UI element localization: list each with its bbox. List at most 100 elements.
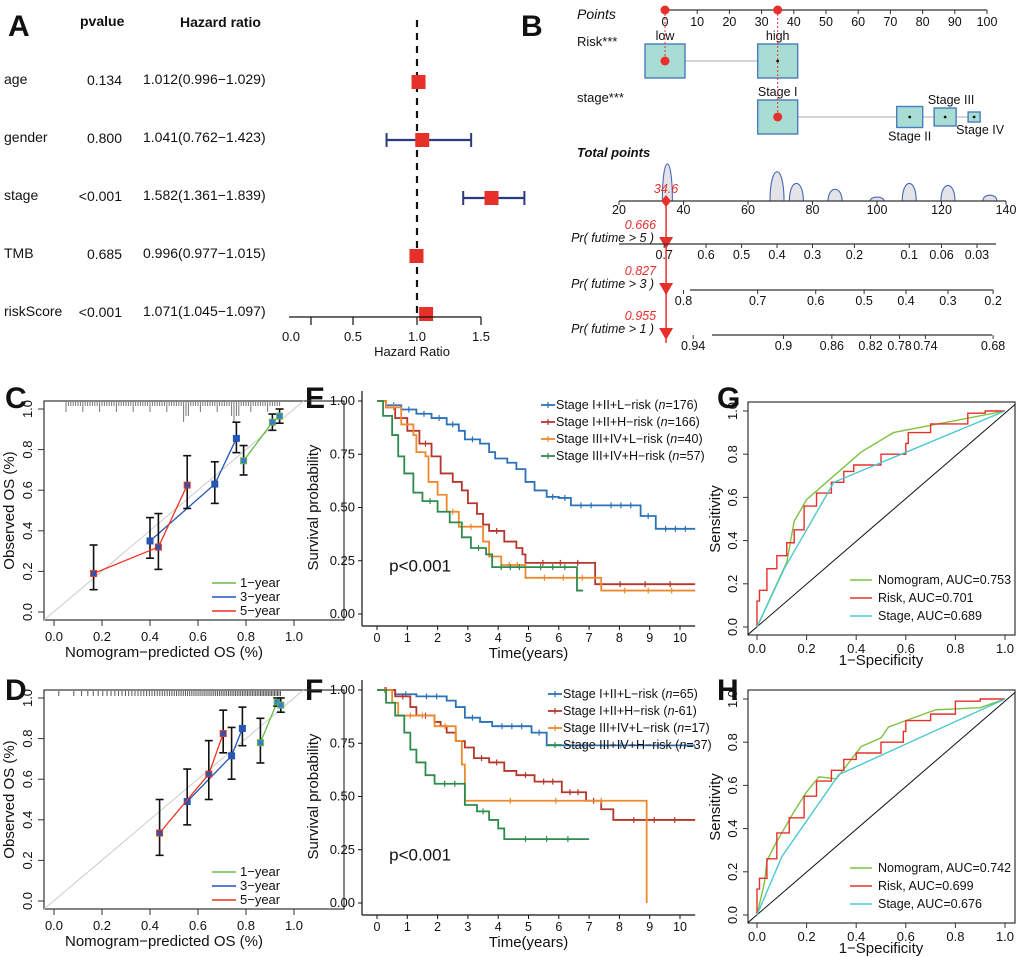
roc-series-risk: Risk, AUC=0.701 <box>756 410 1005 627</box>
y-axis-label: Survival probability <box>305 444 322 570</box>
points-tick-label: 60 <box>851 15 865 29</box>
x-tick-label: 0.0 <box>45 629 63 644</box>
km-series-0: Stage I+II+L−risk (n=176) <box>377 398 698 532</box>
row-hazard-ratio: 1.071(1.045−1.097) <box>143 303 266 319</box>
probability-marker <box>659 328 674 340</box>
y-tick-label: 0.4 <box>20 811 35 829</box>
legend-label: Stage I+II+L−risk (n=176) <box>556 398 698 412</box>
y-axis-label: Survival probability <box>305 733 322 859</box>
x-tick-label: 0.2 <box>93 629 111 644</box>
x-tick-label: 1 <box>404 920 411 934</box>
y-axis-label: Sensitivity <box>707 773 724 841</box>
km-series-2: Stage III+IV+L−risk (n=17) <box>377 687 710 903</box>
points-tick-label: 90 <box>948 15 962 29</box>
probability-row-2: Pr( futime > 3 )0.827 0.8 0.7 0.6 0.5 0.4 0.3 0… <box>571 264 1002 308</box>
data-point <box>154 543 162 551</box>
panel-label-g: G <box>717 382 740 415</box>
density-peak <box>901 182 917 202</box>
row-hazard-ratio: 1.012(0.996−1.029) <box>143 71 266 87</box>
x-tick-label: 0.4 <box>847 929 865 944</box>
probability-tick-label: 0.78 <box>887 339 911 353</box>
probability-tick-label: 0.74 <box>913 339 937 353</box>
points-label: Points <box>577 6 616 22</box>
selected-level-marker <box>773 112 783 122</box>
probability-label: Pr( futime > 3 ) <box>571 277 654 291</box>
data-point <box>240 457 248 465</box>
y-tick-label: 1.0 <box>725 690 740 708</box>
plot-frame <box>747 689 1016 924</box>
x-tick-label: 1.0 <box>996 929 1014 944</box>
x-tick-label: 2 <box>434 920 441 934</box>
x-tick-label: 1.0 <box>996 641 1014 656</box>
tick-label: 1.5 <box>472 329 490 344</box>
panel-label-d: D <box>5 674 27 707</box>
survival-curve <box>377 400 696 530</box>
x-tick-label: 0.8 <box>946 641 964 656</box>
x-tick-label: 6 <box>555 920 562 934</box>
probability-tick-label: 0.94 <box>681 339 705 353</box>
x-tick-label: 0 <box>374 920 381 934</box>
probability-tick-label: 0.86 <box>820 339 844 353</box>
survival-curve <box>377 689 590 840</box>
x-tick-label: 7 <box>586 920 593 934</box>
y-tick-label: 0.50 <box>330 789 355 804</box>
calibration-series-1: 3−year <box>183 706 281 893</box>
panel-label-e: E <box>305 382 325 415</box>
x-tick-label: 0.6 <box>189 629 207 644</box>
legend-label: Stage, AUC=0.689 <box>878 609 982 623</box>
probability-value: 0.955 <box>625 309 656 323</box>
level-label: Stage III <box>928 93 975 107</box>
calibration-series-0: 1−year <box>212 697 285 879</box>
rug <box>65 402 281 422</box>
x-axis: 0.0 0.5 1.0 1.5 Hazard Ratio <box>282 316 490 359</box>
data-point <box>183 481 191 489</box>
level-label: Stage I <box>758 85 798 99</box>
km-series-0: Stage I+II+L−risk (n=65) <box>377 687 698 749</box>
nomogram-variable-1: stage*** Stage I Stage II Stage III Stage IV <box>577 85 1005 144</box>
y-tick-label: 0.8 <box>20 441 35 459</box>
panel-label-c: C <box>5 382 27 415</box>
x-tick-label: 9 <box>646 920 653 934</box>
row-pvalue: <0.001 <box>79 188 122 204</box>
points-tick-label: 50 <box>819 15 833 29</box>
x-axis-label: Hazard Ratio <box>374 344 450 359</box>
data-point <box>183 798 191 806</box>
legend-label: Risk, AUC=0.699 <box>878 879 974 893</box>
level-dot <box>972 115 976 119</box>
row-label: TMB <box>4 245 34 261</box>
km-panel-f: 0 1 2 3 4 5 6 7 8 9 10 0.00 0.25 0.50 0.75 1.00 Time(yea… <box>305 680 712 951</box>
forest-row-riskscore: riskScore <0.001 1.071(1.045−1.097) <box>4 303 434 321</box>
row-pvalue: 0.134 <box>87 72 122 88</box>
level-dot <box>908 115 912 119</box>
probability-row-1: Pr( futime > 5 )0.666 0.7 0.6 0.5 0.4 0.3 0.2 0… <box>571 218 996 262</box>
y-tick-label: 0.4 <box>725 820 740 838</box>
roc-series-stage: Stage, AUC=0.676 <box>756 698 1006 916</box>
x-tick-label: 0.6 <box>189 918 207 933</box>
row-label: stage <box>4 187 38 203</box>
y-tick-label: 0.0 <box>20 892 35 910</box>
y-tick-label: 0.50 <box>330 500 355 515</box>
probability-label: Pr( futime > 1 ) <box>571 322 654 336</box>
tick-label: 0.5 <box>344 329 362 344</box>
probability-tick-label: 0.4 <box>897 294 914 308</box>
x-tick-label: 1.0 <box>285 629 303 644</box>
legend-label: Stage III+IV+H−risk (n=37) <box>563 738 712 752</box>
hazard-marker <box>409 249 424 263</box>
y-tick-label: 0.4 <box>20 522 35 540</box>
density-peak <box>788 182 804 202</box>
calibration-series-2: 5−year <box>89 454 281 618</box>
calibration-series-2: 5−year <box>155 709 281 907</box>
series-line <box>159 733 224 834</box>
panel-label-h: H <box>717 674 739 707</box>
x-tick-label: 0.0 <box>748 641 766 656</box>
y-tick-label: 0.6 <box>725 776 740 794</box>
p-value-annotation: p<0.001 <box>389 556 451 575</box>
row-hazard-ratio: 1.582(1.361−1.839) <box>143 187 266 203</box>
x-axis-label: Time(years) <box>489 934 568 951</box>
y-tick-label: 0.2 <box>20 562 35 580</box>
x-tick-label: 0.8 <box>946 929 964 944</box>
density-peak <box>827 188 843 202</box>
density-peak <box>661 163 673 202</box>
legend-label: Stage I+II+H−risk (n-61) <box>563 704 697 718</box>
roc-series-risk: Risk, AUC=0.699 <box>756 698 1005 915</box>
